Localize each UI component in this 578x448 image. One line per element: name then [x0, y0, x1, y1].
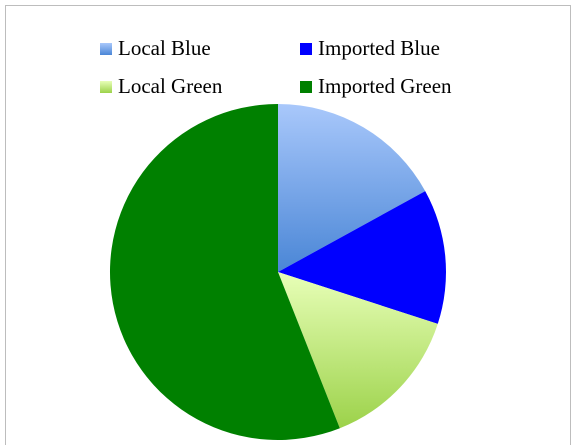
pie-slice-local-green	[278, 272, 438, 429]
legend-item-imported-blue: Imported Blue	[300, 38, 440, 59]
pie-slices	[109, 104, 446, 440]
legend: Local Blue Imported Blue Local Green Imp…	[100, 32, 520, 102]
pie-slice-imported-green	[109, 104, 340, 440]
legend-item-local-blue: Local Blue	[100, 38, 211, 59]
legend-swatch-local-blue	[100, 42, 112, 55]
legend-label-local-green: Local Green	[118, 74, 223, 98]
legend-label-local-blue: Local Blue	[118, 36, 211, 60]
legend-swatch-imported-green	[300, 80, 312, 93]
legend-label-imported-blue: Imported Blue	[318, 36, 440, 60]
legend-swatch-local-green	[100, 80, 112, 93]
pie-slice-imported-blue	[278, 191, 446, 324]
legend-label-imported-green: Imported Green	[318, 74, 452, 98]
legend-item-local-green: Local Green	[100, 76, 222, 97]
legend-item-imported-green: Imported Green	[300, 76, 452, 97]
pie-slice-local-blue	[278, 104, 426, 272]
legend-swatch-imported-blue	[300, 42, 312, 55]
